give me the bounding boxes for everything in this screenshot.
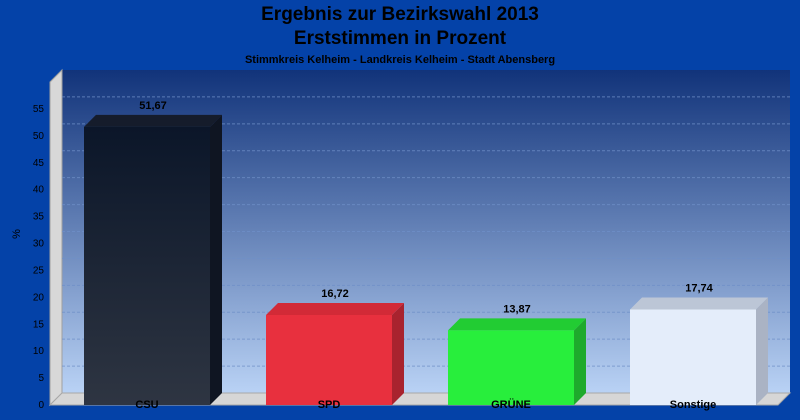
x-category-label: CSU bbox=[135, 399, 158, 411]
x-category-label: GRÜNE bbox=[491, 398, 531, 411]
bar-value-label: 17,74 bbox=[685, 282, 713, 294]
bar-value-label: 16,72 bbox=[321, 288, 349, 300]
bar-csu bbox=[84, 114, 222, 405]
bar-side bbox=[756, 297, 768, 405]
y-tick-label: 45 bbox=[33, 158, 45, 169]
chart-title: Ergebnis zur Bezirkswahl 2013 bbox=[261, 4, 539, 25]
bar-front bbox=[266, 314, 392, 405]
x-category-label: SPD bbox=[318, 399, 341, 411]
chart-subtitle: Erststimmen in Prozent bbox=[293, 28, 507, 49]
y-axis-label: % bbox=[11, 229, 23, 239]
bar-top bbox=[448, 318, 586, 331]
bar-grüne bbox=[448, 318, 586, 405]
bar-front bbox=[84, 126, 210, 405]
bar-top bbox=[84, 114, 222, 127]
y-tick-label: 15 bbox=[33, 319, 45, 330]
bar-sonstige bbox=[630, 297, 768, 405]
bar-top bbox=[630, 297, 768, 310]
bar-front bbox=[630, 309, 756, 405]
chart-caption: Stimmkreis Kelheim - Landkreis Kelheim -… bbox=[244, 54, 556, 66]
y-tick-label: 40 bbox=[33, 185, 45, 196]
bar-value-label: 13,87 bbox=[503, 303, 531, 315]
bar-side bbox=[210, 114, 222, 405]
bar-value-label: 51,67 bbox=[139, 100, 167, 112]
y-tick-label: 0 bbox=[38, 400, 44, 411]
y-tick-label: 25 bbox=[33, 265, 45, 276]
y-tick-label: 55 bbox=[33, 104, 45, 115]
y-tick-label: 5 bbox=[38, 373, 44, 384]
y-tick-label: 10 bbox=[33, 346, 45, 357]
y-tick-label: 20 bbox=[33, 292, 45, 303]
y-tick-label: 50 bbox=[33, 131, 45, 142]
y-tick-label: 35 bbox=[33, 212, 45, 223]
bar-side bbox=[574, 318, 586, 405]
bar-front bbox=[448, 330, 574, 405]
y-tick-label: 30 bbox=[33, 239, 45, 250]
bar-top bbox=[266, 302, 404, 315]
x-category-label: Sonstige bbox=[670, 399, 716, 411]
bar-side bbox=[392, 302, 404, 405]
plot-side-wall bbox=[49, 68, 63, 407]
bar-spd bbox=[266, 302, 404, 405]
